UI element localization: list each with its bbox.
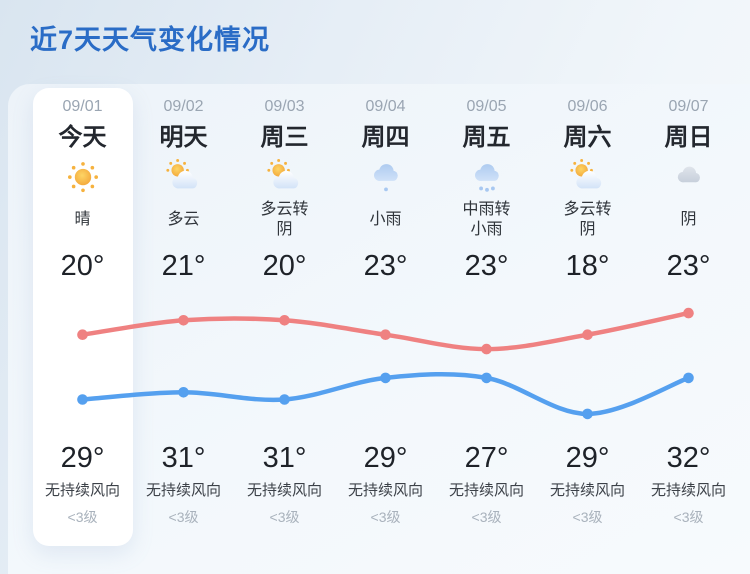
low-temp: 20°: [262, 249, 307, 282]
high-temp: 32°: [666, 441, 711, 474]
day-label: 周日: [664, 124, 713, 151]
wind-level: <3级: [370, 509, 401, 525]
condition-label: 多云: [167, 211, 200, 228]
cloud-rain-icon: [467, 158, 507, 198]
wind-direction: 无持续风向: [650, 482, 726, 499]
day-label: 明天: [159, 124, 208, 151]
day-column[interactable]: 09/04 周四 小雨 23° 29° 无持续风向 <3级: [335, 88, 436, 546]
date-label: 09/02: [163, 98, 204, 115]
wind-level: <3级: [67, 509, 98, 525]
day-column[interactable]: 09/05 周五 中雨转小雨 23° 27° 无持续风向 <3级: [436, 88, 537, 546]
wind-direction: 无持续风向: [448, 482, 524, 499]
day-label: 今天: [58, 124, 107, 151]
sun-cloud-icon: [164, 158, 204, 198]
condition-label: 中雨转小雨: [462, 201, 511, 238]
wind-direction: 无持续风向: [246, 482, 322, 499]
wind-direction: 无持续风向: [549, 482, 625, 499]
wind-level: <3级: [471, 509, 502, 525]
wind-direction: 无持续风向: [145, 482, 221, 499]
high-temp: 29°: [565, 441, 610, 474]
high-temp: 31°: [161, 441, 206, 474]
condition-label: 晴: [74, 211, 91, 228]
day-column[interactable]: 09/03 周三 多云转阴 20° 31° 无持续风向 <3级: [234, 88, 335, 546]
low-temp: 23°: [363, 249, 408, 282]
wind-direction: 无持续风向: [44, 482, 120, 499]
forecast-columns: 09/01 今天 晴 20° 29° 无持续风向 <3级 09/02 明天 多云…: [32, 88, 739, 546]
wind-level: <3级: [269, 509, 300, 525]
low-temp: 23°: [666, 249, 711, 282]
condition-label: 多云转阴: [260, 201, 309, 238]
date-label: 09/07: [668, 98, 709, 115]
sun-cloud-icon: [568, 158, 608, 198]
day-column[interactable]: 09/07 周日 阴 23° 32° 无持续风向 <3级: [638, 88, 739, 546]
date-label: 09/05: [466, 98, 507, 115]
day-column[interactable]: 09/06 周六 多云转阴 18° 29° 无持续风向 <3级: [537, 88, 638, 546]
condition-label: 小雨: [369, 211, 402, 228]
wind-level: <3级: [168, 509, 199, 525]
low-temp: 20°: [60, 249, 105, 282]
wind-direction: 无持续风向: [347, 482, 423, 499]
date-label: 09/03: [264, 98, 305, 115]
condition-label: 多云转阴: [563, 201, 612, 238]
sun-cloud-icon: [265, 158, 305, 198]
date-label: 09/06: [567, 98, 608, 115]
cloud-light-rain-icon: [366, 158, 406, 198]
day-label: 周四: [361, 124, 410, 151]
wind-level: <3级: [572, 509, 603, 525]
day-column[interactable]: 09/01 今天 晴 20° 29° 无持续风向 <3级: [32, 88, 133, 546]
low-temp: 18°: [565, 249, 610, 282]
page-title: 近7天天气变化情况: [30, 25, 271, 55]
sun-icon: [63, 158, 103, 198]
date-label: 09/04: [365, 98, 406, 115]
low-temp: 21°: [161, 249, 206, 282]
day-label: 周六: [563, 124, 612, 151]
low-temp: 23°: [464, 249, 509, 282]
high-temp: 29°: [363, 441, 408, 474]
condition-label: 阴: [680, 211, 697, 228]
wind-level: <3级: [673, 509, 704, 525]
high-temp: 31°: [262, 441, 307, 474]
cloud-icon: [669, 158, 709, 198]
day-label: 周三: [260, 124, 309, 151]
high-temp: 29°: [60, 441, 105, 474]
day-label: 周五: [462, 124, 511, 151]
date-label: 09/01: [62, 98, 103, 115]
day-column[interactable]: 09/02 明天 多云 21° 31° 无持续风向 <3级: [133, 88, 234, 546]
high-temp: 27°: [464, 441, 509, 474]
